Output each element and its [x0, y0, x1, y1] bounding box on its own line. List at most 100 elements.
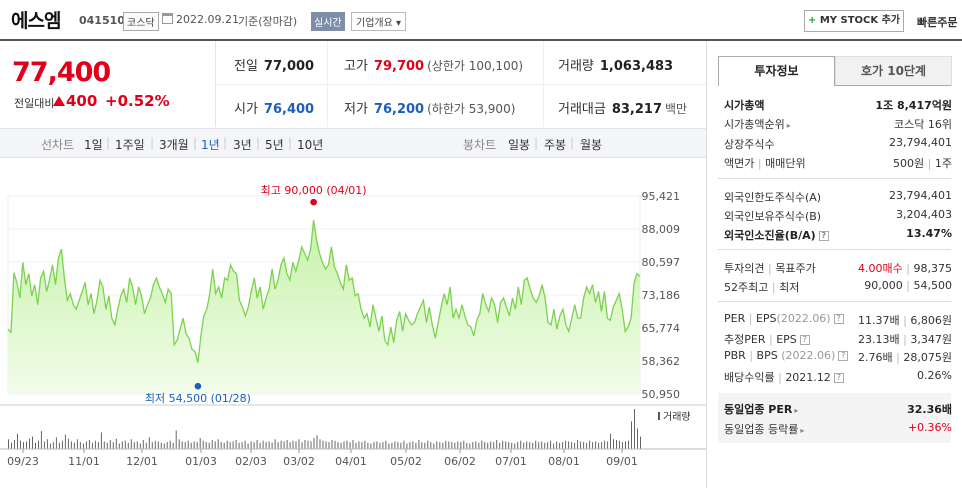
- volume-bar: [184, 442, 186, 449]
- industry-change-link[interactable]: 동일업종 등락률 ▸: [724, 421, 804, 437]
- current-price: 77,400: [12, 57, 111, 88]
- volume-bar: [133, 442, 135, 449]
- volume-bar: [73, 442, 75, 449]
- help-icon[interactable]: ?: [799, 335, 810, 345]
- help-icon[interactable]: ?: [833, 314, 844, 324]
- volume-bar: [367, 442, 369, 449]
- volume-bar: [466, 442, 468, 449]
- volume-bar: [229, 442, 231, 449]
- volume-bar: [35, 442, 36, 449]
- candle-monthly[interactable]: 월봉: [580, 138, 603, 152]
- volume-bar: [289, 442, 291, 449]
- volume-bar: [151, 442, 153, 449]
- volume-bar: [23, 442, 24, 449]
- industry-per-link[interactable]: 동일업종 PER ▸: [724, 401, 798, 417]
- info-tabs: 투자정보 호가 10단계: [718, 56, 952, 86]
- volume-bar: [514, 443, 516, 449]
- per-period: (2022.06): [776, 312, 831, 325]
- volume-bar: [376, 441, 378, 449]
- volume-bar: [616, 440, 617, 449]
- volume-bar: [493, 442, 495, 449]
- tab-order-book[interactable]: 호가 10단계: [835, 56, 952, 86]
- volume-bar: [340, 442, 342, 449]
- volume-bar: [310, 441, 312, 449]
- volume-bar: [32, 436, 33, 449]
- shares-value: 23,794,401: [889, 136, 952, 149]
- company-overview-dropdown[interactable]: 기업개요 ▾: [351, 12, 406, 31]
- volume-bar: [142, 440, 144, 449]
- volume-bar: [460, 442, 462, 449]
- volume-bar: [385, 440, 387, 449]
- stock-name: 에스엠: [11, 10, 61, 32]
- volume-bar: [322, 440, 324, 449]
- price-area: [8, 220, 640, 394]
- volume-bar: [391, 442, 393, 449]
- range-1y[interactable]: 1년: [201, 138, 220, 152]
- range-5y[interactable]: 5년: [265, 138, 284, 152]
- volume-bar: [592, 442, 594, 449]
- add-my-stock-button[interactable]: + MY STOCK 추가: [804, 10, 904, 32]
- volume-bar: [49, 443, 51, 449]
- volume-bar: [67, 438, 69, 449]
- volume-bar: [442, 442, 444, 449]
- volume-bar: [511, 442, 513, 449]
- chevron-right-icon: ▸: [786, 121, 791, 130]
- volume-bar: [11, 442, 12, 449]
- candle-weekly[interactable]: 주봉: [544, 138, 567, 152]
- volume-bar: [43, 441, 45, 449]
- volume-bar: [634, 409, 635, 449]
- separator: |: [906, 262, 910, 275]
- volume-bar: [316, 435, 318, 449]
- volume-bar: [439, 442, 441, 449]
- add-my-stock-label: MY STOCK 추가: [819, 15, 901, 26]
- range-1d[interactable]: 1일: [84, 138, 103, 152]
- candle-daily[interactable]: 일봉: [508, 138, 531, 152]
- y-tick-label: 80,597: [642, 256, 681, 269]
- realtime-button[interactable]: 실시간: [311, 12, 345, 31]
- y-tick-label: 65,774: [642, 322, 681, 335]
- volume-bar: [358, 441, 360, 449]
- tab-underline: [835, 85, 951, 86]
- price-chart[interactable]: 95,421 88,009 80,597 73,186 65,774 58,362 50,9…: [0, 159, 706, 488]
- volume-bar: [181, 441, 183, 449]
- w52-high-label: 52주최고: [724, 281, 769, 294]
- market-cap-rank-link[interactable]: 시가총액순위 ▸: [724, 116, 791, 132]
- range-3m[interactable]: 3개월: [159, 138, 189, 152]
- volume-bar: [136, 441, 138, 449]
- high-value: 79,700: [373, 59, 425, 74]
- eps-label: EPS: [755, 312, 777, 325]
- plus-icon: +: [807, 15, 817, 26]
- help-icon[interactable]: ?: [818, 231, 829, 241]
- volume-bar: [541, 441, 543, 449]
- volume-bar: [334, 440, 336, 449]
- opinion-label: 투자의견: [724, 262, 765, 275]
- volume-bar: [70, 441, 72, 449]
- volume-bar: [52, 442, 54, 449]
- volume-bar: [457, 441, 459, 449]
- range-3y[interactable]: 3년: [233, 138, 252, 152]
- volume-bar: [451, 442, 453, 449]
- help-icon[interactable]: ?: [838, 351, 849, 361]
- volume-bar: [619, 440, 620, 449]
- volume-bar: [607, 441, 609, 449]
- volume-bar: [220, 442, 222, 449]
- upper-limit: (상한가 100,100): [427, 59, 524, 73]
- stock-header: 에스엠 041510 코스닥 2022.09.21 기준(장마감) 실시간 기업…: [0, 0, 962, 40]
- stock-code: 041510: [79, 14, 125, 27]
- volume-bar: [38, 440, 39, 449]
- tab-investment-info[interactable]: 투자정보: [718, 56, 835, 86]
- open-value: 76,400: [263, 102, 315, 117]
- range-1w[interactable]: 1주일: [115, 138, 145, 152]
- price-stats: 전일 77,000 고가 79,700 (상한가 100,100) 거래량 1,063,…: [217, 41, 706, 127]
- range-10y[interactable]: 10년: [297, 138, 324, 152]
- prev-close-value: 77,000: [263, 59, 315, 74]
- volume-bar: [130, 439, 132, 449]
- separator: |: [534, 136, 539, 150]
- help-icon[interactable]: ?: [833, 373, 844, 383]
- market-cap-label: 시가총액: [724, 99, 765, 112]
- quick-order-button[interactable]: 빠른주문: [917, 16, 958, 29]
- separator: |: [288, 136, 293, 150]
- volume-bar: [538, 442, 540, 449]
- volume-bar: [178, 439, 180, 449]
- volume-bar: [265, 442, 267, 449]
